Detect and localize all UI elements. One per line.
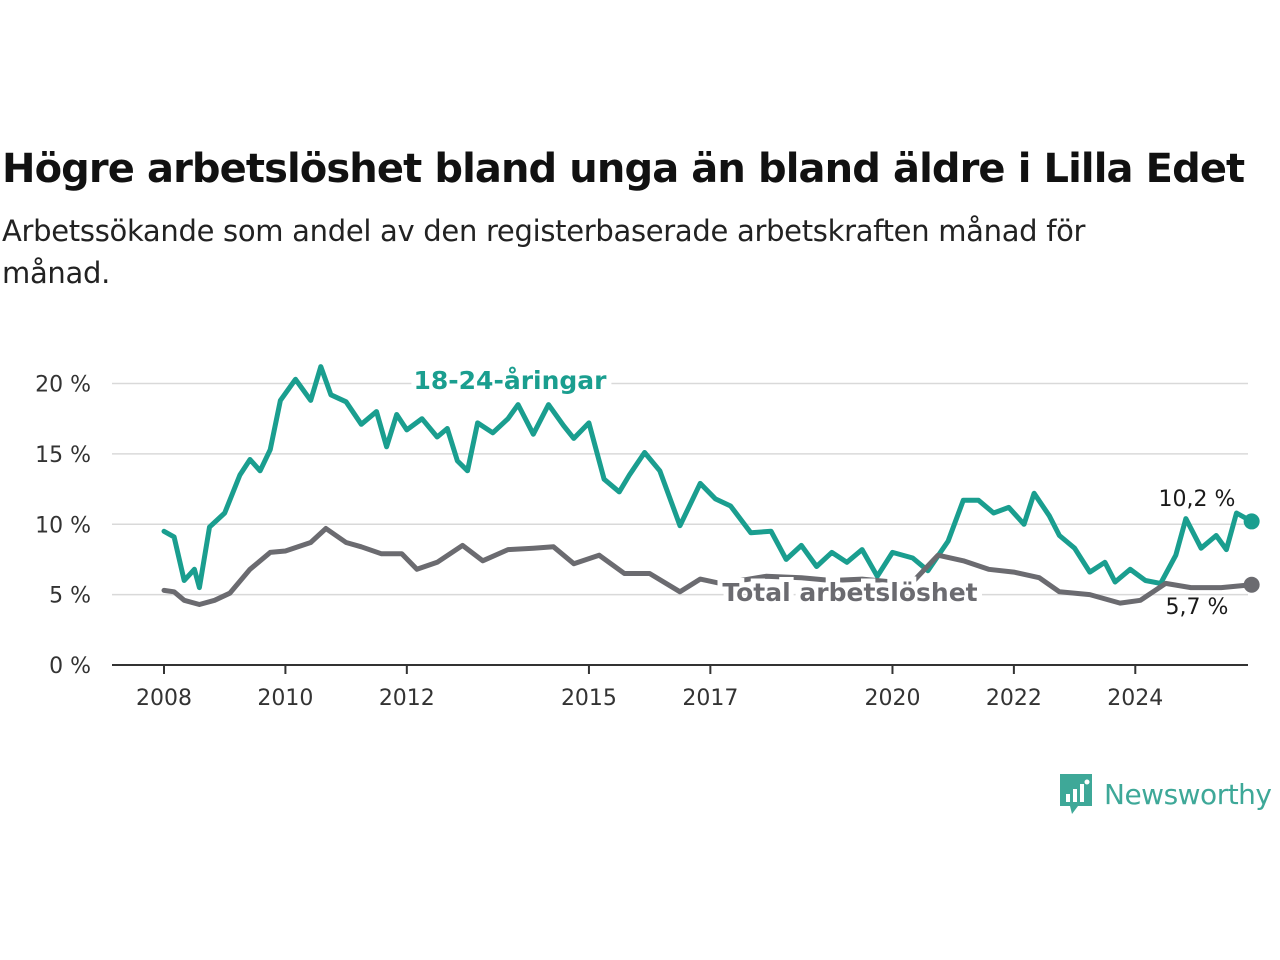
chart-title: Högre arbetslöshet bland unga än bland ä… (2, 146, 1245, 192)
x-tick-label: 2024 (1107, 686, 1163, 711)
series-label-youth: 18-24-åringar (414, 366, 608, 395)
x-tick-label: 2008 (136, 686, 192, 711)
x-tick-label: 2015 (561, 686, 617, 711)
series-end-marker-youth (1243, 513, 1260, 530)
y-tick-label: 15 % (35, 443, 91, 468)
x-tick-label: 2012 (379, 686, 435, 711)
newsworthy-logo-icon (1060, 774, 1092, 814)
x-tick-label: 2017 (682, 686, 738, 711)
series-line-youth (161, 364, 1255, 591)
end-value-youth: 10,2 % (1159, 487, 1236, 512)
newsworthy-logo-text: Newsworthy (1104, 777, 1272, 811)
x-tick-label: 2022 (986, 686, 1042, 711)
y-tick-label: 10 % (35, 513, 91, 538)
y-tick-label: 20 % (35, 373, 91, 398)
newsworthy-logo: Newsworthy (1058, 770, 1272, 818)
series-layer (161, 364, 1260, 607)
series-end-marker-total (1243, 576, 1260, 593)
series-label-total: Total arbetslöshet (722, 578, 977, 607)
x-tick-label: 2020 (864, 686, 920, 711)
series-line-total (161, 526, 1255, 607)
x-tick-label: 2010 (257, 686, 313, 711)
axis-layer: 0 % 5 % 10 % 15 % 20 % 2008 2010 2012 2015 2017 20… (35, 373, 1248, 711)
label-layer: 18-24-åringar Total arbetslöshet 10,2 % … (409, 361, 1236, 620)
y-tick-label: 5 % (49, 584, 91, 609)
y-tick-label: 0 % (49, 654, 91, 679)
chart-subtitle: Arbetssökande som andel av den registerb… (2, 214, 1086, 290)
end-value-total: 5,7 % (1166, 595, 1229, 620)
grid-layer (112, 382, 1248, 596)
